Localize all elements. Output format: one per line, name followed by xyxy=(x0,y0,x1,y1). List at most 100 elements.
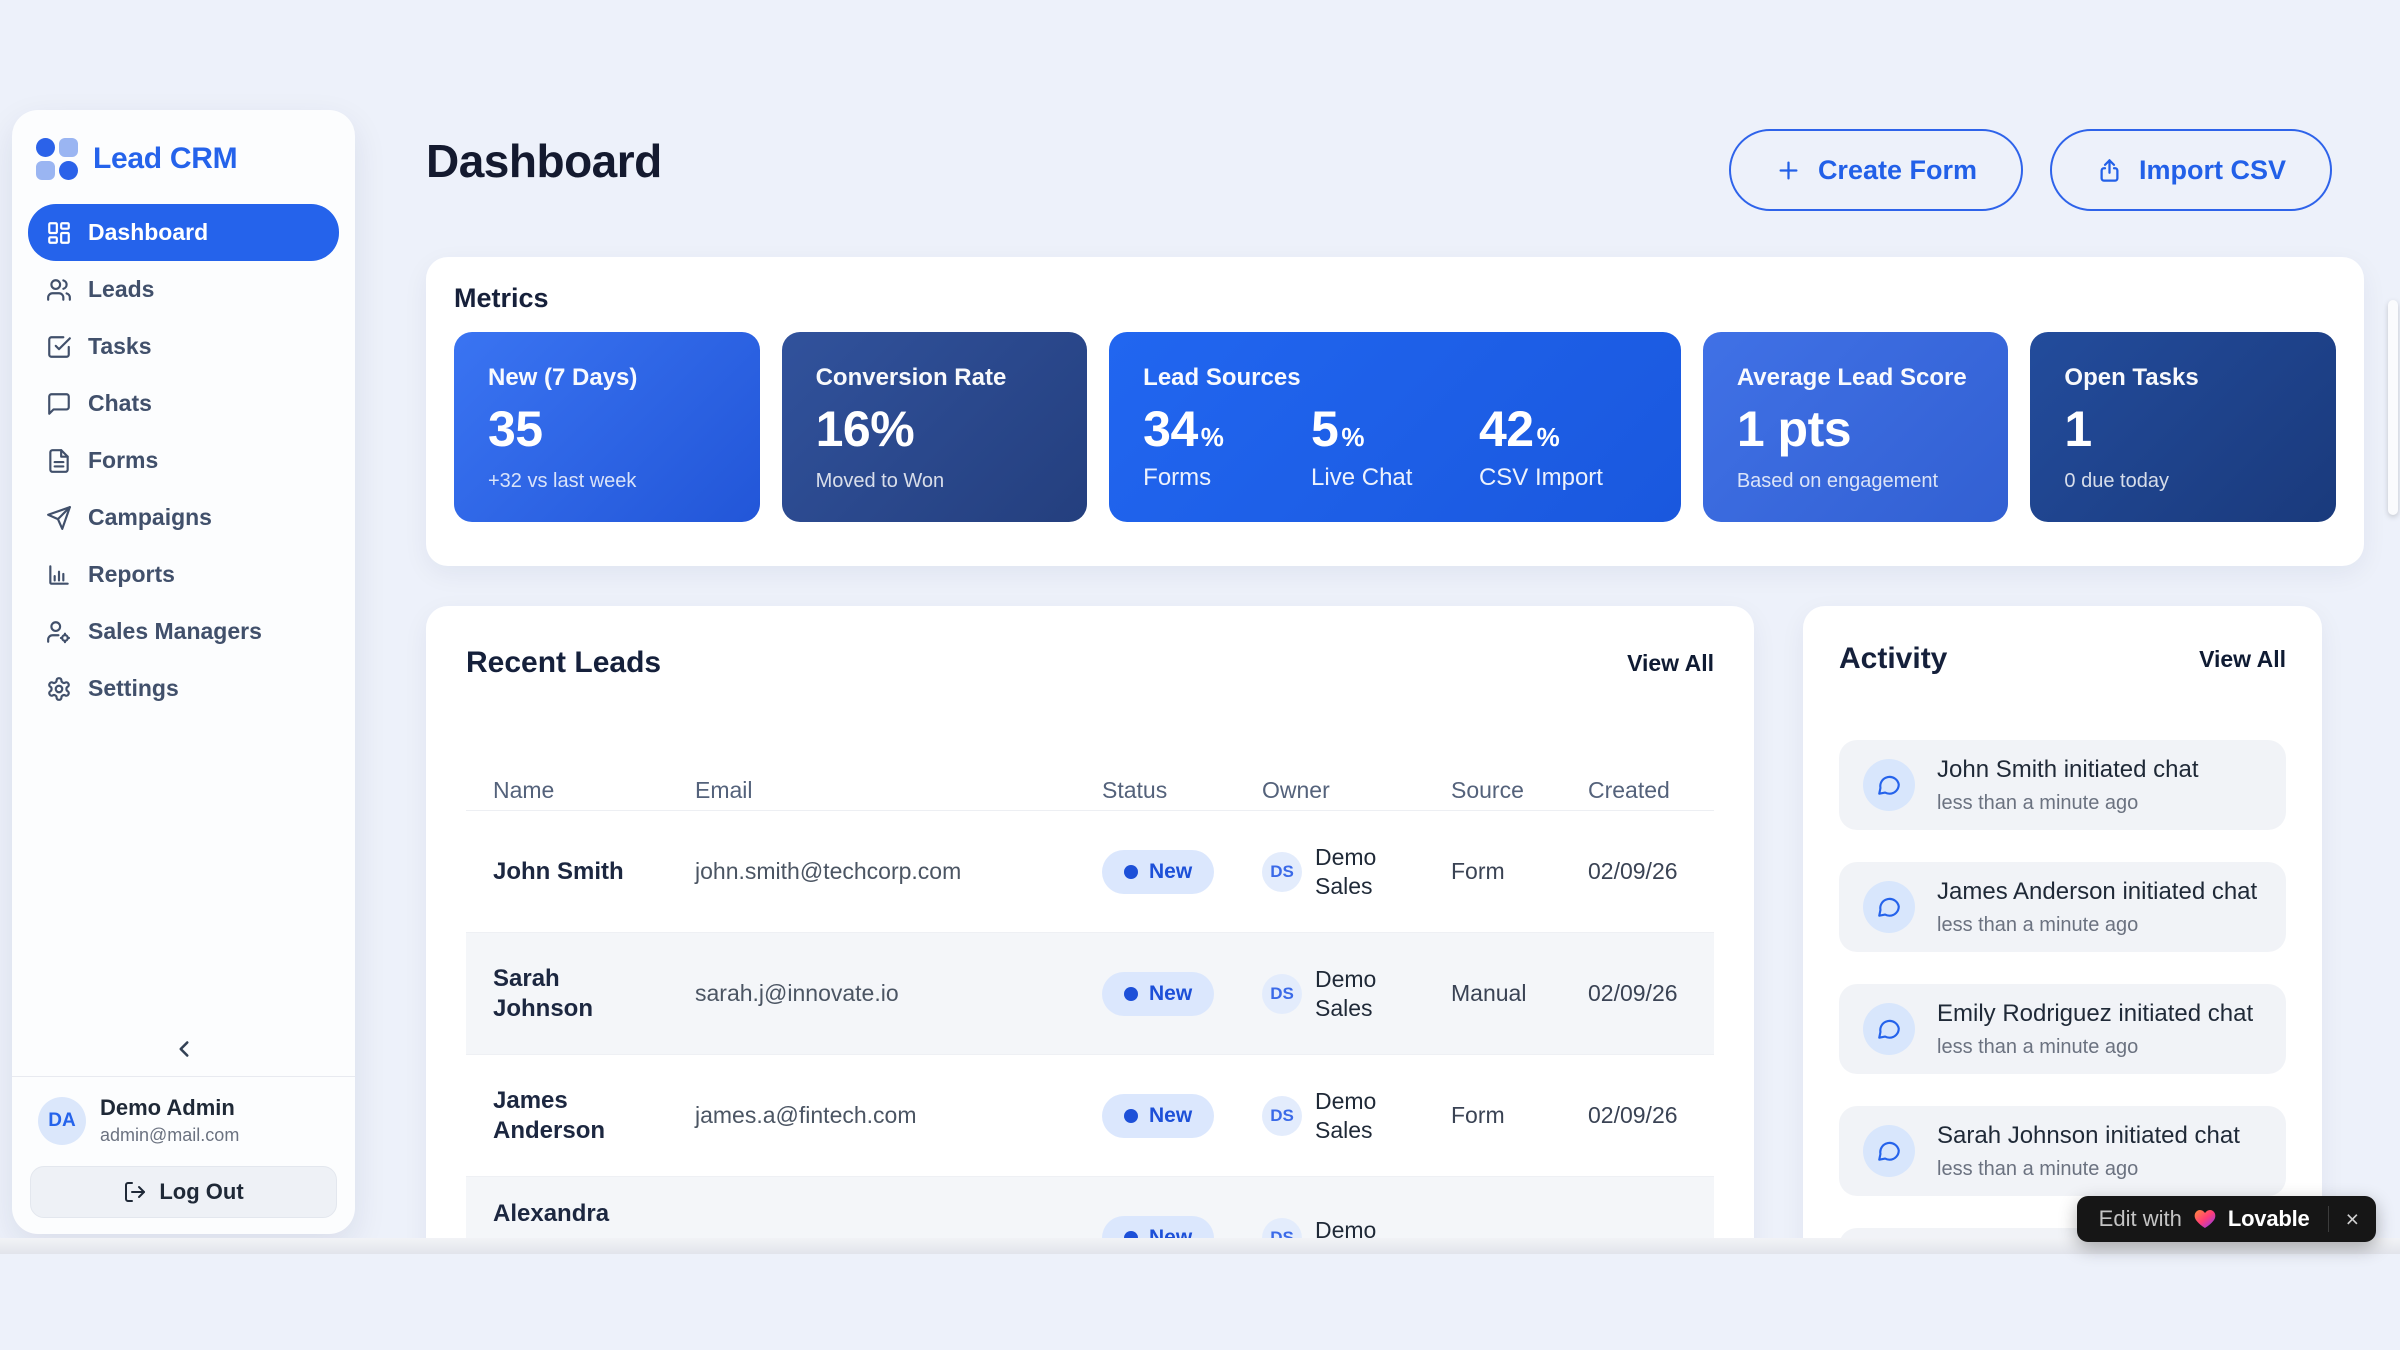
sidebar-collapse-button[interactable] xyxy=(28,1028,339,1076)
metric-label: Average Lead Score xyxy=(1736,364,1967,391)
app-title: Lead CRM xyxy=(93,142,238,175)
check-square-icon xyxy=(48,335,71,358)
metric-label: New (7 Days) xyxy=(488,364,638,391)
lead-source-csv-import: 42% CSV Import xyxy=(1479,400,1647,492)
file-text-icon xyxy=(49,448,69,473)
recent-leads-title: Recent Leads xyxy=(466,646,662,679)
table-row[interactable]: Sarah Johnson sarah.j@innovate.io New DS… xyxy=(466,933,1714,1055)
table-row[interactable]: James Anderson james.a@fintech.com New D… xyxy=(466,1055,1714,1177)
lead-source: Manual xyxy=(1451,980,1527,1006)
activity-item[interactable]: John Smith initiated chat less than a mi… xyxy=(1839,740,2286,830)
sidebar-item-label: Settings xyxy=(88,675,179,701)
status-badge: New xyxy=(1102,1093,1215,1138)
metric-label: Open Tasks xyxy=(2064,364,2199,391)
owner-name: Demo Sales xyxy=(1315,1087,1377,1143)
sidebar-item-tasks[interactable]: Tasks xyxy=(28,318,339,375)
column-header: Status xyxy=(1102,776,1168,803)
header-actions: Create Form Import CSV xyxy=(1728,129,2332,211)
metrics-title: Metrics xyxy=(454,283,549,313)
lead-source: Form xyxy=(1451,1102,1505,1128)
sidebar-item-settings[interactable]: Settings xyxy=(28,660,339,717)
source-value: 34 xyxy=(1143,401,1198,457)
sidebar-item-reports[interactable]: Reports xyxy=(28,546,339,603)
plus-icon xyxy=(1779,161,1798,179)
lead-owner: DS Demo Sales xyxy=(1262,1216,1451,1238)
recent-leads-panel: Recent Leads View All Name Email Status Own… xyxy=(426,606,1754,1238)
chat-bubble-icon xyxy=(1863,1003,1915,1055)
lead-owner: DS Demo Sales xyxy=(1262,965,1451,1023)
lead-source: Form xyxy=(1451,858,1505,884)
lead-created: 02/09/26 xyxy=(1588,858,1678,884)
sidebar-item-sales-managers[interactable]: Sales Managers xyxy=(28,603,339,660)
sidebar-item-label: Campaigns xyxy=(88,504,212,530)
avatar: DS xyxy=(1262,973,1302,1014)
metrics-cards: New (7 Days) 35 +32 vs last week Convers… xyxy=(454,332,2336,522)
activity-time: less than a minute ago xyxy=(1937,1035,2139,1058)
column-header: Email xyxy=(695,776,753,803)
sidebar-item-forms[interactable]: Forms xyxy=(28,432,339,489)
lead-source-live-chat: 5% Live Chat xyxy=(1311,400,1479,492)
column-header: Owner xyxy=(1262,776,1330,803)
lead-email: james.a@fintech.com xyxy=(695,1102,917,1128)
user-profile[interactable]: DA Demo Admin admin@mail.com xyxy=(28,1077,339,1158)
logout-label: Log Out xyxy=(159,1179,244,1204)
activity-item[interactable]: Sarah Johnson initiated chat less than a… xyxy=(1839,1106,2286,1196)
activity-text: Emily Rodriguez initiated chat xyxy=(1937,999,2254,1027)
lead-status: New xyxy=(1102,1093,1262,1138)
lovable-badge-close-button[interactable]: × xyxy=(2345,1205,2359,1232)
sidebar-item-dashboard[interactable]: Dashboard xyxy=(28,204,339,261)
metric-card-new-7-days: New (7 Days) 35 +32 vs last week xyxy=(454,332,760,522)
table-header: Name Email Status Owner Source Created xyxy=(466,770,1714,811)
activity-text: Sarah Johnson initiated chat xyxy=(1937,1121,2240,1149)
source-label: CSV Import xyxy=(1478,464,1603,491)
lovable-edit-link[interactable]: Edit with Lovable xyxy=(2077,1206,2328,1232)
status-badge: New xyxy=(1102,1216,1215,1238)
sidebar-item-campaigns[interactable]: Campaigns xyxy=(28,489,339,546)
activity-item[interactable]: James Anderson initiated chat less than … xyxy=(1839,862,2286,952)
column-header: Name xyxy=(493,776,555,803)
activity-title: Activity xyxy=(1839,642,1948,675)
sidebar: Lead CRM Dashboard Leads Tasks Chats For… xyxy=(12,110,355,1234)
metric-sub: +32 vs last week xyxy=(488,470,637,492)
activity-view-all-button[interactable]: View All xyxy=(2199,645,2286,672)
lead-name: John Smith xyxy=(493,857,624,885)
sidebar-item-leads[interactable]: Leads xyxy=(28,261,339,318)
create-form-button[interactable]: Create Form xyxy=(1728,129,2023,211)
lead-status: New xyxy=(1102,971,1262,1016)
activity-item[interactable]: Emily Rodriguez initiated chat less than… xyxy=(1839,984,2286,1074)
sidebar-item-label: Leads xyxy=(88,276,155,302)
chat-bubble-icon xyxy=(1863,1125,1915,1177)
column-header: Source xyxy=(1451,776,1524,803)
import-csv-label: Import CSV xyxy=(2138,154,2286,185)
activity-list: John Smith initiated chat less than a mi… xyxy=(1839,740,2286,1196)
sidebar-item-chats[interactable]: Chats xyxy=(28,375,339,432)
user-email: admin@mail.com xyxy=(100,1125,240,1145)
status-dot-icon xyxy=(1124,1231,1138,1238)
owner-name: Demo Sales xyxy=(1315,965,1377,1021)
activity-panel: Activity View All John Smith initiated c… xyxy=(1803,606,2322,1238)
owner-name: Demo Sales xyxy=(1315,1217,1377,1238)
chat-bubble-icon xyxy=(48,392,70,415)
table-row[interactable]: Alexandra New DS Demo Sales xyxy=(466,1177,1714,1238)
activity-item-partial[interactable] xyxy=(1839,1228,2286,1238)
metric-value: 16% xyxy=(815,401,915,457)
scrollbar-thumb[interactable] xyxy=(2388,300,2398,515)
lead-created: 02/09/26 xyxy=(1588,1102,1678,1128)
logout-button[interactable]: Log Out xyxy=(30,1166,337,1218)
source-unit: % xyxy=(1341,422,1365,452)
lead-name: Sarah Johnson xyxy=(493,964,593,1022)
logout-icon xyxy=(125,1182,146,1202)
metrics-panel: Metrics New (7 Days) 35 +32 vs last week… xyxy=(426,257,2364,566)
activity-time: less than a minute ago xyxy=(1937,791,2139,814)
import-csv-button[interactable]: Import CSV xyxy=(2049,129,2332,211)
metric-card-lead-sources: Lead Sources 34% Forms 5% Live Chat 42% … xyxy=(1109,332,1681,522)
bar-chart-icon xyxy=(49,564,69,585)
metric-sub: Based on engagement xyxy=(1736,470,1939,492)
activity-text: James Anderson initiated chat xyxy=(1937,877,2258,905)
recent-leads-view-all-button[interactable]: View All xyxy=(1627,649,1714,676)
avatar: DS xyxy=(1262,1095,1302,1136)
sidebar-item-label: Reports xyxy=(88,561,175,587)
lead-name: Alexandra xyxy=(493,1200,610,1227)
source-unit: % xyxy=(1200,422,1224,452)
table-row[interactable]: John Smith john.smith@techcorp.com New D… xyxy=(466,811,1714,933)
